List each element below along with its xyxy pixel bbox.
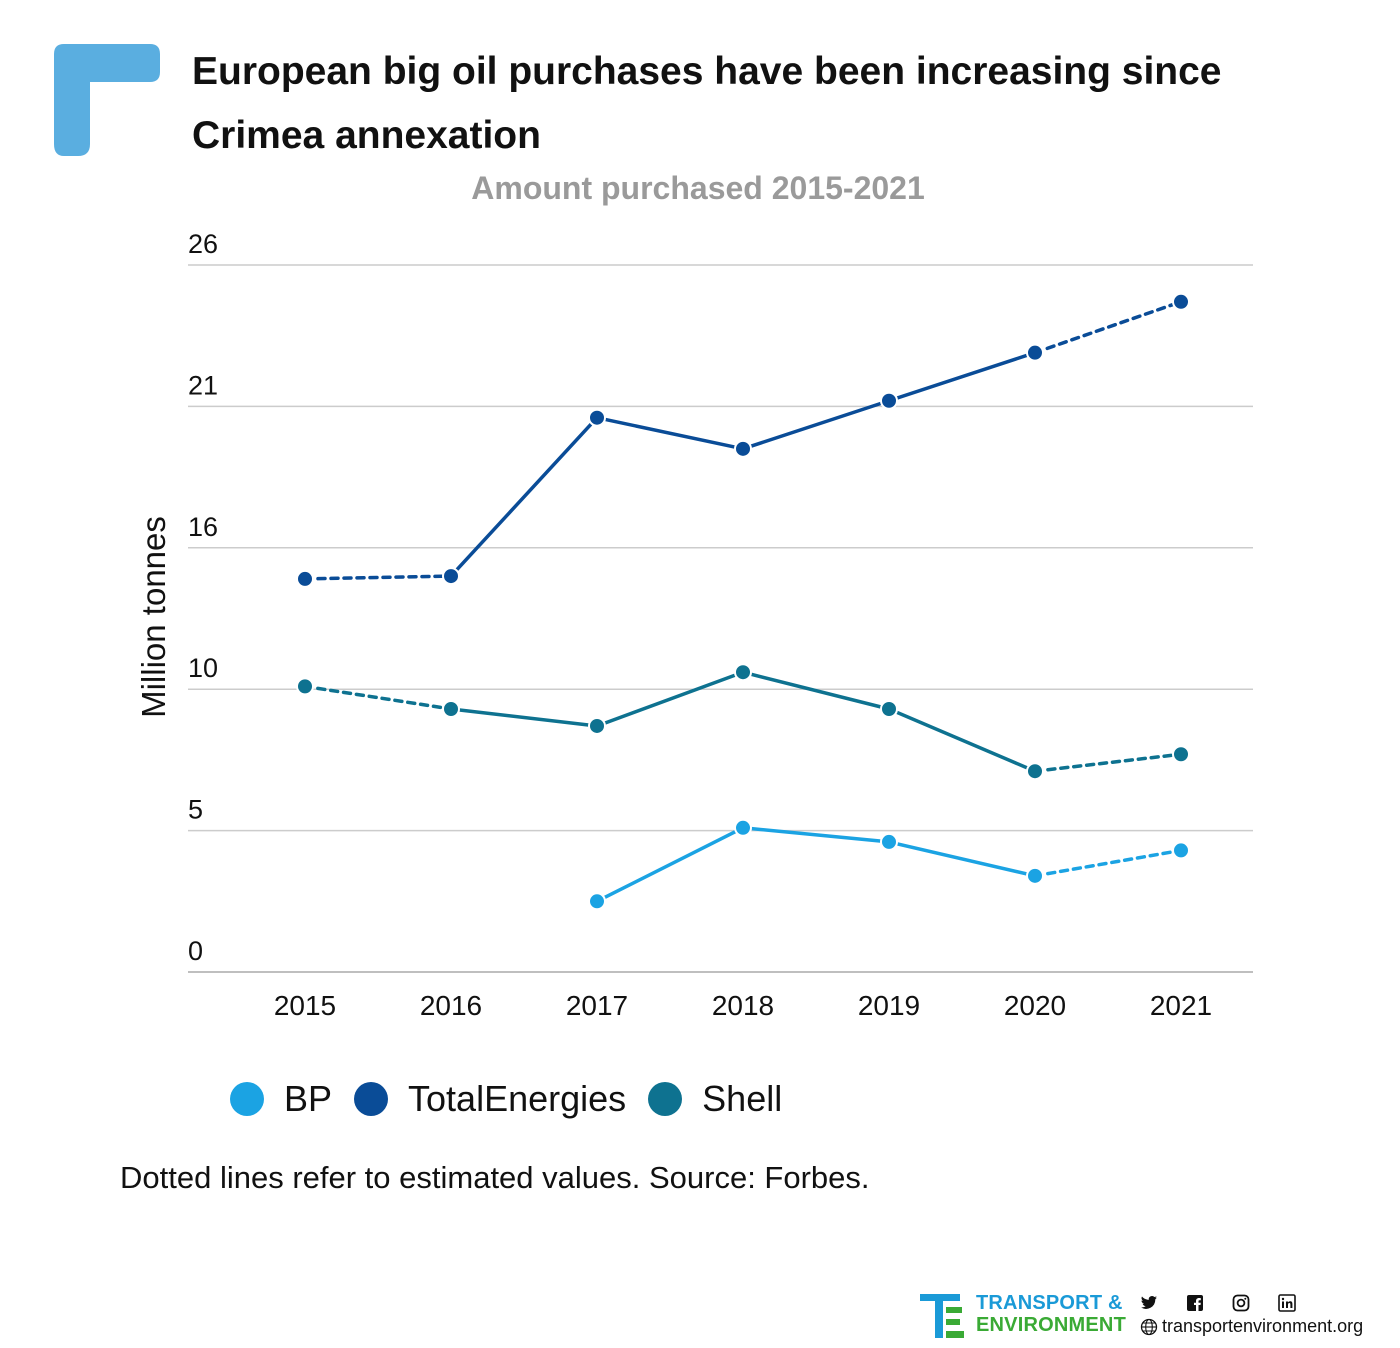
brand-line-2: ENVIRONMENT xyxy=(976,1314,1126,1336)
series-segment-bp xyxy=(887,840,1037,878)
legend-label-shell: Shell xyxy=(702,1078,783,1119)
series-segment-totalenergies xyxy=(595,415,745,451)
data-point-bp xyxy=(880,832,898,851)
series-lines xyxy=(303,300,1183,904)
y-tick-label: 0 xyxy=(188,936,203,966)
data-point-shell xyxy=(880,699,898,718)
data-point-shell xyxy=(1172,745,1190,764)
legend-item-totalenergies: TotalEnergies xyxy=(354,1078,626,1120)
y-tick-label: 5 xyxy=(188,795,203,825)
data-point-shell xyxy=(588,716,606,735)
data-point-shell xyxy=(1026,762,1044,781)
data-point-totalenergies xyxy=(1026,343,1044,362)
x-tick-label: 2021 xyxy=(1150,990,1212,1021)
series-segment-shell xyxy=(1033,752,1183,773)
x-tick-label: 2018 xyxy=(712,990,774,1021)
twitter-icon[interactable] xyxy=(1140,1294,1158,1312)
legend-label-bp: BP xyxy=(284,1078,333,1119)
series-segment-bp xyxy=(595,826,745,904)
social-links xyxy=(1140,1294,1324,1312)
data-point-totalenergies xyxy=(588,408,606,427)
data-point-bp xyxy=(1026,866,1044,885)
legend-swatch-totalenergies xyxy=(354,1082,389,1116)
series-segment-bp xyxy=(1033,848,1183,878)
data-point-totalenergies xyxy=(734,439,752,458)
page-title: European big oil purchases have been inc… xyxy=(192,50,1222,157)
line-chart: 0 5 10 16 21 26 2015 2016 2017 2018 2019 2020 2021 xyxy=(188,229,1253,1021)
brand-corner-mark xyxy=(54,44,160,156)
data-point-shell xyxy=(442,699,460,718)
legend-swatch-bp xyxy=(230,1082,264,1116)
data-point-totalenergies xyxy=(880,391,898,410)
x-tick-label: 2017 xyxy=(566,990,628,1021)
y-tick-label: 16 xyxy=(188,512,218,542)
y-tick-label: 10 xyxy=(188,653,218,683)
series-segment-totalenergies xyxy=(303,574,453,581)
x-tick-label: 2020 xyxy=(1004,990,1066,1021)
brand-name: TRANSPORT & ENVIRONMENT xyxy=(976,1292,1126,1336)
data-point-bp xyxy=(734,818,752,837)
grid-layer: 0 5 10 16 21 26 xyxy=(188,229,1253,973)
legend-label-totalenergies: TotalEnergies xyxy=(408,1078,627,1119)
facebook-icon[interactable] xyxy=(1186,1294,1204,1312)
website-link[interactable]: transportenvironment.org xyxy=(1140,1316,1363,1337)
series-segment-bp xyxy=(741,826,891,844)
website-text: transportenvironment.org xyxy=(1162,1316,1364,1336)
series-points xyxy=(296,292,1190,911)
data-point-bp xyxy=(1172,841,1190,860)
legend-item-bp: BP xyxy=(230,1078,332,1120)
data-point-totalenergies xyxy=(442,567,460,586)
source-note: Dotted lines refer to estimated values. … xyxy=(120,1160,870,1195)
x-tick-label: 2019 xyxy=(858,990,920,1021)
x-axis-ticks: 2015 2016 2017 2018 2019 2020 2021 xyxy=(274,990,1212,1021)
x-tick-label: 2016 xyxy=(420,990,482,1021)
series-segment-totalenergies xyxy=(887,350,1037,403)
chart-legend: BP TotalEnergies Shell xyxy=(230,1078,804,1120)
series-segment-shell xyxy=(595,670,745,728)
data-point-shell xyxy=(734,663,752,682)
y-tick-label: 26 xyxy=(188,229,218,259)
data-point-totalenergies xyxy=(296,569,314,588)
linkedin-icon[interactable] xyxy=(1278,1294,1296,1312)
footer: TRANSPORT & ENVIRONMENT t xyxy=(920,1292,1390,1342)
y-axis-label: Million tonnes xyxy=(135,516,172,718)
data-point-shell xyxy=(296,677,314,696)
y-tick-label: 21 xyxy=(188,370,218,400)
data-point-totalenergies xyxy=(1172,292,1190,311)
brand-line-1: TRANSPORT & xyxy=(976,1292,1123,1314)
series-segment-totalenergies xyxy=(741,398,891,451)
legend-item-shell: Shell xyxy=(648,1078,782,1120)
series-segment-shell xyxy=(449,707,599,728)
globe-icon xyxy=(1140,1318,1158,1335)
x-tick-label: 2015 xyxy=(274,990,336,1021)
series-segment-shell xyxy=(741,670,891,711)
series-segment-totalenergies xyxy=(1033,300,1183,355)
data-point-bp xyxy=(588,892,606,911)
series-segment-totalenergies xyxy=(449,415,599,578)
chart-subtitle: Amount purchased 2015-2021 xyxy=(471,170,925,206)
te-logo-icon xyxy=(920,1294,964,1338)
instagram-icon[interactable] xyxy=(1232,1294,1250,1312)
series-segment-shell xyxy=(303,684,453,711)
series-segment-shell xyxy=(887,707,1037,773)
legend-swatch-shell xyxy=(648,1082,683,1116)
